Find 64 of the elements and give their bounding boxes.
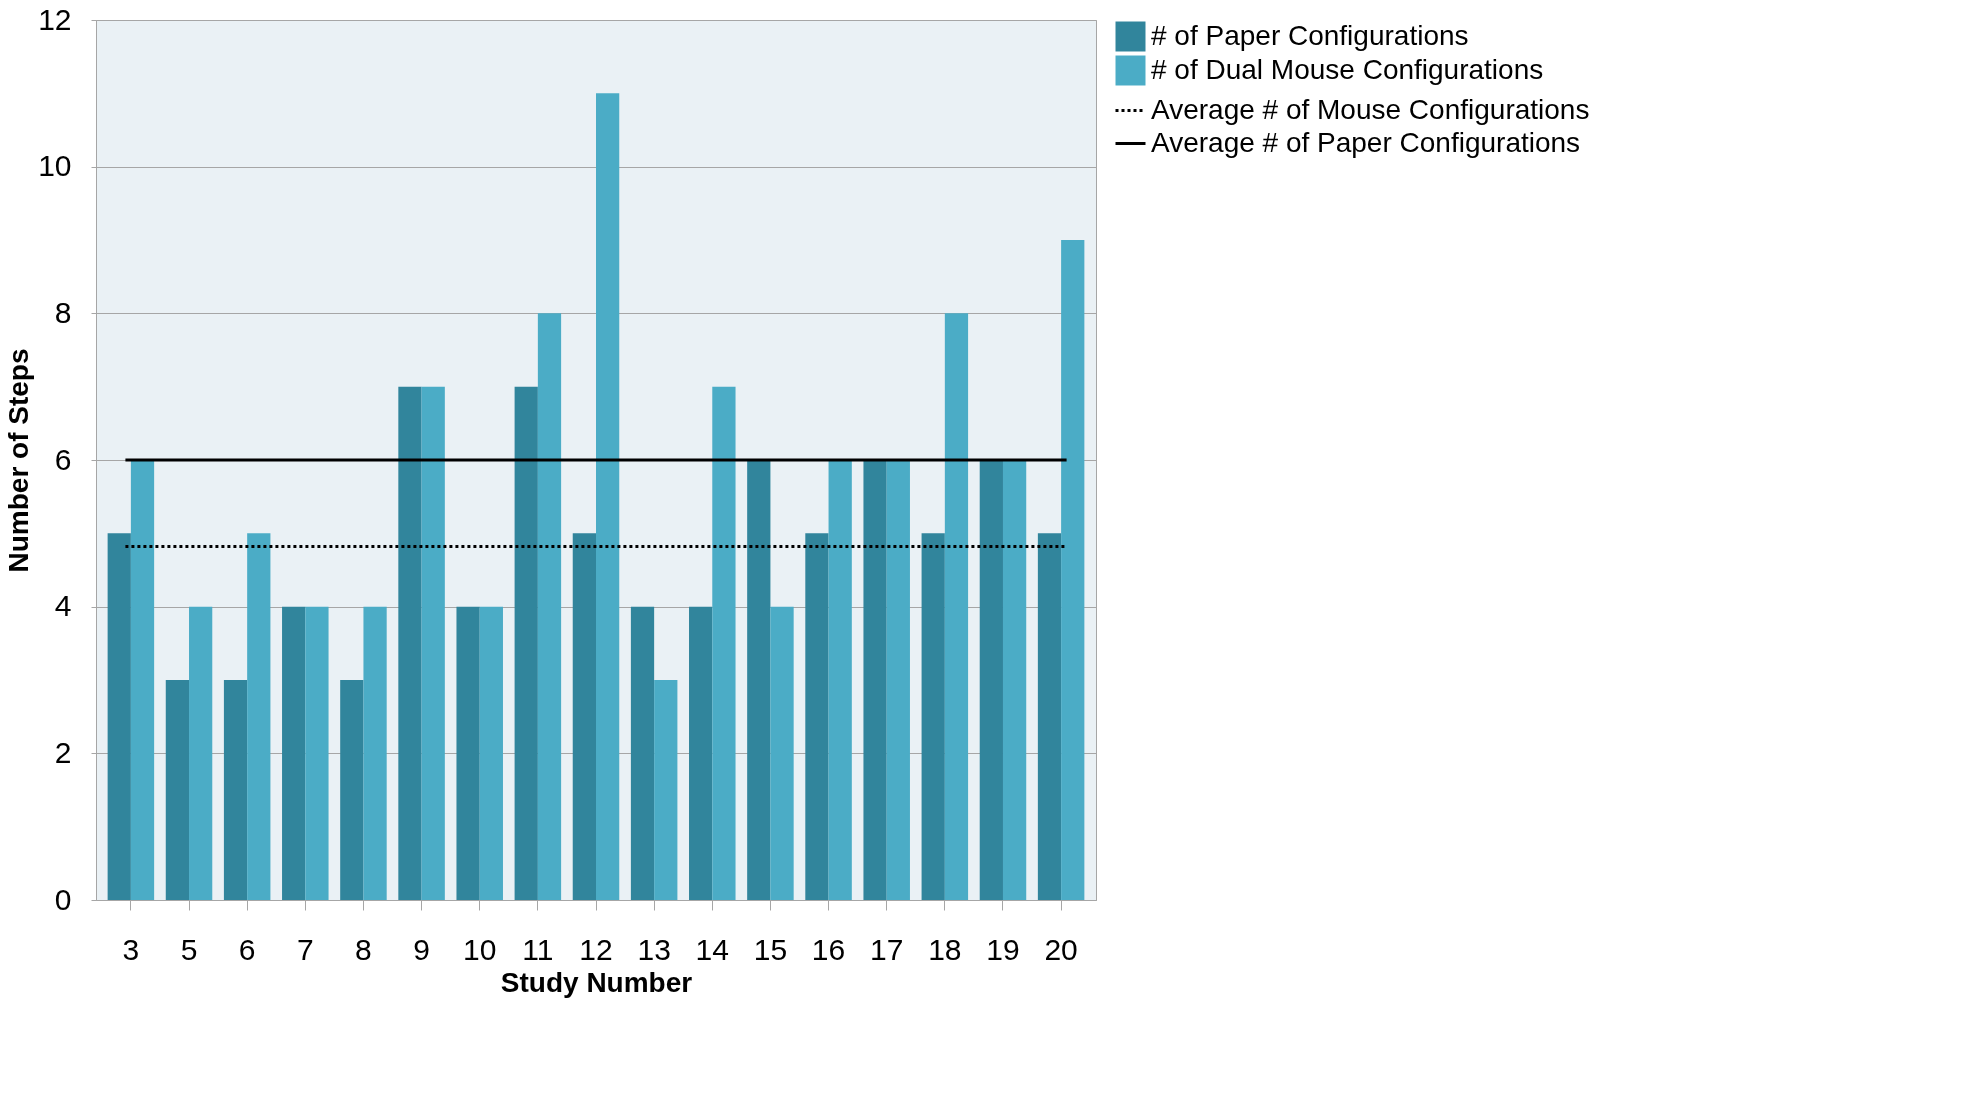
y-tick-label: 12 bbox=[38, 2, 72, 36]
x-tick-label: 13 bbox=[637, 932, 671, 966]
y-tick-label: 0 bbox=[54, 882, 72, 916]
bar bbox=[107, 533, 131, 900]
bar bbox=[305, 606, 329, 900]
bar bbox=[1002, 460, 1027, 900]
bar bbox=[363, 606, 387, 900]
bar bbox=[340, 680, 364, 900]
bar bbox=[712, 386, 736, 900]
y-tick-label: 2 bbox=[54, 735, 72, 769]
x-tick-label: 20 bbox=[1044, 932, 1078, 966]
bar bbox=[247, 533, 271, 900]
x-tick-label: 15 bbox=[753, 932, 788, 966]
bar bbox=[863, 460, 887, 900]
legend-label: # of Dual Mouse Configurations bbox=[1151, 53, 1544, 85]
y-tick-label: 4 bbox=[54, 589, 72, 623]
bar bbox=[921, 533, 945, 900]
x-tick-label: 8 bbox=[355, 932, 372, 966]
x-axis-title: Study Number bbox=[500, 966, 693, 998]
bar bbox=[130, 460, 155, 900]
bar bbox=[223, 680, 248, 900]
x-tick-label: 16 bbox=[811, 932, 846, 966]
legend-label: Average # of Paper Configurations bbox=[1151, 126, 1581, 158]
bar bbox=[398, 386, 422, 900]
bar bbox=[886, 460, 910, 900]
x-tick-label: 9 bbox=[413, 932, 430, 966]
bar bbox=[596, 93, 620, 900]
x-tick-label: 10 bbox=[463, 932, 497, 966]
x-tick-label: 6 bbox=[238, 932, 256, 966]
x-tick-label: 19 bbox=[986, 932, 1020, 966]
bar bbox=[630, 606, 655, 900]
y-tick-label: 6 bbox=[54, 442, 72, 476]
x-tick-label: 18 bbox=[928, 932, 962, 966]
bar bbox=[537, 313, 562, 900]
y-tick-label: 8 bbox=[54, 295, 72, 329]
legend-label: Average # of Mouse Configurations bbox=[1151, 93, 1590, 125]
bar bbox=[828, 460, 852, 900]
x-tick-label: 12 bbox=[579, 932, 613, 966]
bar bbox=[165, 680, 190, 900]
bar bbox=[654, 680, 678, 900]
bar bbox=[572, 533, 596, 900]
legend-label: # of Paper Configurations bbox=[1151, 19, 1469, 51]
bar bbox=[456, 606, 480, 900]
bar bbox=[514, 386, 538, 900]
y-axis-title: Number of Steps bbox=[3, 348, 35, 573]
x-tick-label: 3 bbox=[122, 932, 140, 966]
x-tick-label: 14 bbox=[695, 932, 729, 966]
bar bbox=[770, 606, 794, 900]
y-tick-label: 10 bbox=[38, 149, 72, 183]
x-tick-label: 5 bbox=[180, 932, 198, 966]
bar bbox=[421, 386, 445, 900]
bar bbox=[979, 460, 1003, 900]
x-tick-label: 11 bbox=[522, 932, 554, 966]
bar bbox=[479, 606, 503, 900]
bar bbox=[1037, 533, 1062, 900]
bar bbox=[1061, 240, 1085, 900]
bar bbox=[282, 606, 306, 900]
bar bbox=[944, 313, 969, 900]
bar bbox=[805, 533, 829, 900]
x-tick-label: 7 bbox=[296, 932, 314, 966]
bar bbox=[189, 606, 213, 900]
bar bbox=[689, 606, 713, 900]
bar bbox=[747, 460, 771, 900]
x-tick-label: 17 bbox=[870, 932, 904, 966]
